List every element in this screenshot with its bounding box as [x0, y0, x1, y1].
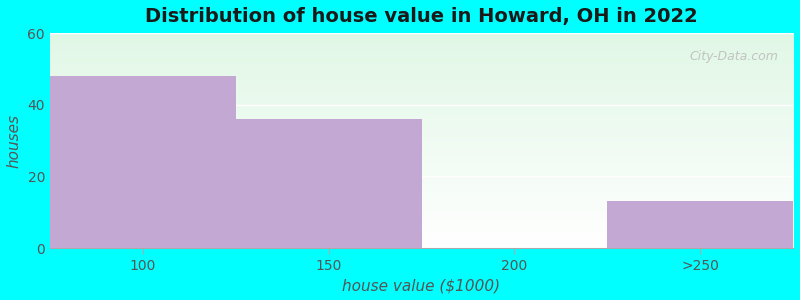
Bar [236, 119, 422, 248]
X-axis label: house value ($1000): house value ($1000) [342, 278, 501, 293]
Bar [607, 202, 793, 248]
Bar [50, 76, 236, 248]
Title: Distribution of house value in Howard, OH in 2022: Distribution of house value in Howard, O… [145, 7, 698, 26]
Y-axis label: houses: houses [7, 114, 22, 168]
Text: City-Data.com: City-Data.com [690, 50, 778, 63]
